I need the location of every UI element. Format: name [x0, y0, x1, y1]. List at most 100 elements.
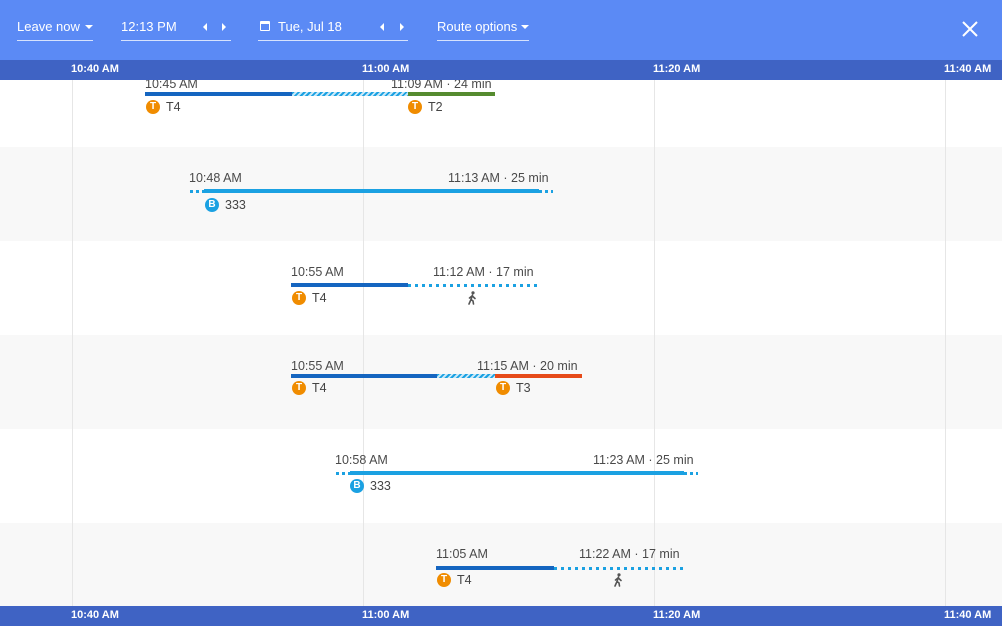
grid-line — [363, 80, 364, 606]
grid-line — [945, 80, 946, 606]
duration: 20 min — [540, 359, 578, 373]
arrive-time: 11:13 AM — [448, 171, 500, 185]
walk-dots — [336, 472, 350, 475]
arrive-summary: 11:15 AM · 20 min — [477, 359, 578, 373]
close-icon[interactable] — [958, 17, 982, 41]
route-row-band — [0, 429, 1002, 523]
arrive-summary: 11:13 AM · 25 min — [448, 171, 549, 185]
date-next-icon[interactable] — [400, 23, 404, 31]
leg-t4-bar — [291, 283, 408, 287]
arrive-time: 11:22 AM — [579, 547, 631, 561]
depart-time: 10:45 AM — [145, 80, 198, 91]
tram-icon: T — [408, 100, 422, 114]
line-name: T2 — [428, 100, 443, 114]
axis-tick-label: 11:20 AM — [653, 609, 701, 621]
route-options-label: Route options — [437, 19, 518, 34]
walk-dots — [539, 190, 553, 193]
depart-time: 10:55 AM — [291, 359, 344, 373]
depart-time: 10:55 AM — [291, 265, 344, 279]
axis-tick-label: 11:40 AM — [944, 609, 992, 621]
walk-dots — [190, 190, 204, 193]
leg-t4-bar — [145, 92, 292, 96]
grid-line — [72, 80, 73, 606]
arrive-time: 11:15 AM — [477, 359, 529, 373]
separator-dot: · — [446, 80, 451, 91]
leave-now-label: Leave now — [17, 19, 80, 34]
line-name: T3 — [516, 381, 531, 395]
arrive-summary: 11:12 AM · 17 min — [433, 265, 534, 279]
line-name: T4 — [166, 100, 181, 114]
axis-tick-label: 11:40 AM — [944, 63, 992, 75]
time-prev-icon[interactable] — [203, 23, 207, 31]
leg-t2-bar — [408, 92, 495, 96]
duration: 25 min — [656, 453, 694, 467]
separator-dot: · — [634, 547, 639, 561]
separator-dot: · — [648, 453, 653, 467]
time-next-icon[interactable] — [222, 23, 226, 31]
chevron-down-icon — [521, 25, 529, 29]
depart-time: 10:48 AM — [189, 171, 242, 185]
tram-icon: T — [292, 381, 306, 395]
axis-tick-label: 10:40 AM — [71, 609, 119, 621]
arrive-summary: 11:23 AM · 25 min — [593, 453, 694, 467]
grid-line — [654, 80, 655, 606]
time-axis-top: 10:40 AM 11:00 AM 11:20 AM 11:40 AM — [0, 60, 1002, 80]
arrive-summary: 11:22 AM · 17 min — [579, 547, 680, 561]
axis-tick-label: 11:00 AM — [362, 63, 410, 75]
leave-now-dropdown[interactable]: Leave now — [17, 14, 93, 41]
transfer-bar — [437, 374, 495, 378]
duration: 17 min — [642, 547, 680, 561]
walk-dots — [408, 284, 539, 287]
leg-t4-bar — [291, 374, 437, 378]
chevron-down-icon — [85, 25, 93, 29]
tram-icon: T — [146, 100, 160, 114]
separator-dot: · — [503, 171, 508, 185]
leg-t3-bar — [495, 374, 582, 378]
axis-tick-label: 11:00 AM — [362, 609, 410, 621]
tram-icon: T — [292, 291, 306, 305]
depart-time: 10:58 AM — [335, 453, 388, 467]
route-row-band — [0, 241, 1002, 335]
calendar-icon — [260, 21, 270, 31]
route-timeline: 10:45 AM 11:09 AM · 24 min T T4 T T2 10:… — [0, 80, 1002, 606]
arrive-time: 11:23 AM — [593, 453, 645, 467]
arrive-time: 11:12 AM — [433, 265, 485, 279]
time-axis-bottom: 10:40 AM 11:00 AM 11:20 AM 11:40 AM — [0, 606, 1002, 626]
arrive-summary: 11:09 AM · 24 min — [391, 80, 492, 91]
axis-tick-label: 10:40 AM — [71, 63, 119, 75]
line-name: T4 — [457, 573, 472, 587]
duration: 24 min — [454, 80, 492, 91]
bus-icon: B — [350, 479, 364, 493]
top-bar: Leave now 12:13 PM Tue, Jul 18 Route opt… — [0, 0, 1002, 60]
line-name: 333 — [225, 198, 246, 212]
date-value: Tue, Jul 18 — [278, 19, 342, 34]
separator-dot: · — [488, 265, 493, 279]
line-name: T4 — [312, 381, 327, 395]
arrive-time: 11:09 AM — [391, 80, 443, 91]
time-field[interactable]: 12:13 PM — [121, 14, 231, 41]
line-name: 333 — [370, 479, 391, 493]
date-prev-icon[interactable] — [380, 23, 384, 31]
leg-t4-bar — [436, 566, 554, 570]
duration: 17 min — [496, 265, 534, 279]
tram-icon: T — [437, 573, 451, 587]
tram-icon: T — [496, 381, 510, 395]
date-field[interactable]: Tue, Jul 18 — [258, 14, 408, 41]
transfer-bar — [292, 92, 408, 96]
time-value: 12:13 PM — [121, 19, 177, 34]
depart-time: 11:05 AM — [436, 547, 488, 561]
walk-dots — [554, 567, 684, 570]
walk-dots — [684, 472, 698, 475]
route-options-dropdown[interactable]: Route options — [437, 14, 529, 41]
walking-icon — [468, 291, 476, 305]
line-name: T4 — [312, 291, 327, 305]
duration: 25 min — [511, 171, 549, 185]
route-row-band — [0, 147, 1002, 241]
axis-tick-label: 11:20 AM — [653, 63, 701, 75]
bus-icon: B — [205, 198, 219, 212]
leg-333-bar — [204, 189, 539, 193]
walking-icon — [614, 573, 622, 587]
route-row-band — [0, 523, 1002, 606]
leg-333-bar — [350, 471, 684, 475]
separator-dot: · — [532, 359, 537, 373]
